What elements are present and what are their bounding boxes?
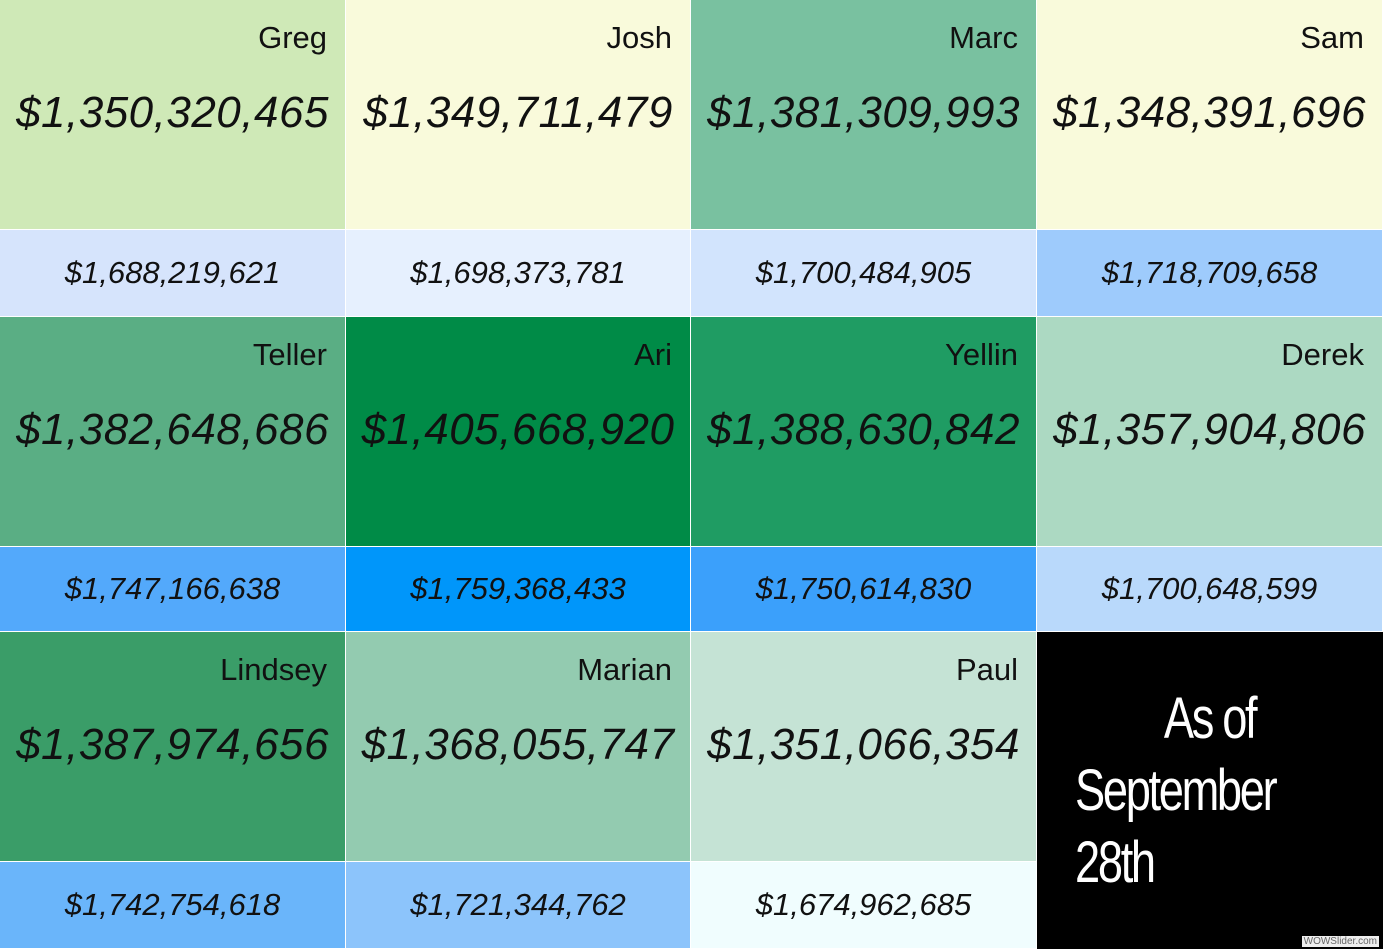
sub-value: $1,747,166,638 xyxy=(64,571,281,606)
tile-value: $1,357,904,806 xyxy=(1053,405,1366,454)
tile: Marc $1,381,309,993 xyxy=(691,0,1037,230)
tile-name: Ari xyxy=(634,337,672,372)
sub-tile: $1,759,368,433 xyxy=(346,547,691,632)
tile-name: Lindsey xyxy=(220,652,327,687)
sub-tile: $1,721,344,762 xyxy=(346,862,691,949)
sub-tile: $1,700,484,905 xyxy=(691,230,1037,317)
tile-value: $1,382,648,686 xyxy=(16,405,329,454)
sub-tile: $1,698,373,781 xyxy=(346,230,691,317)
sub-value: $1,700,648,599 xyxy=(1101,571,1318,606)
tile: Paul $1,351,066,354 xyxy=(691,632,1037,862)
sub-tile: $1,688,219,621 xyxy=(0,230,346,317)
tile-value: $1,388,630,842 xyxy=(707,405,1020,454)
note-line: September 28th xyxy=(1075,757,1278,895)
sub-tile: $1,718,709,658 xyxy=(1037,230,1383,317)
sub-value: $1,674,962,685 xyxy=(755,887,972,922)
watermark: WOWSlider.com xyxy=(1301,936,1379,947)
tile-name: Derek xyxy=(1281,337,1364,372)
sub-value: $1,759,368,433 xyxy=(410,571,626,606)
tile-value: $1,368,055,747 xyxy=(361,720,675,769)
tile-name: Teller xyxy=(252,337,327,372)
tile-name: Paul xyxy=(955,652,1018,687)
tile: Yellin $1,388,630,842 xyxy=(691,317,1037,547)
sub-value: $1,742,754,618 xyxy=(64,887,281,922)
note-line: As of xyxy=(1164,685,1258,751)
tile-value: $1,349,711,479 xyxy=(363,88,673,137)
sub-tile: $1,750,614,830 xyxy=(691,547,1037,632)
tile-value: $1,348,391,696 xyxy=(1053,88,1366,137)
sub-value: $1,718,709,658 xyxy=(1101,255,1318,290)
tile: Josh $1,349,711,479 xyxy=(346,0,691,230)
sub-tile: $1,742,754,618 xyxy=(0,862,346,949)
sub-value: $1,700,484,905 xyxy=(755,255,972,290)
tile-value: $1,351,066,354 xyxy=(707,720,1020,769)
sub-tile: $1,747,166,638 xyxy=(0,547,346,632)
tile: Derek $1,357,904,806 xyxy=(1037,317,1383,547)
tile: Greg $1,350,320,465 xyxy=(0,0,346,230)
tile-name: Marc xyxy=(949,20,1018,55)
tile-name: Sam xyxy=(1300,20,1364,55)
tile-value: $1,350,320,465 xyxy=(16,88,329,137)
tile: Lindsey $1,387,974,656 xyxy=(0,632,346,862)
tile-name: Marian xyxy=(577,652,672,687)
date-note: As of September 28th xyxy=(1037,632,1383,949)
tile: Sam $1,348,391,696 xyxy=(1037,0,1383,230)
sub-value: $1,698,373,781 xyxy=(410,255,626,290)
sub-tile: $1,700,648,599 xyxy=(1037,547,1383,632)
tile: Teller $1,382,648,686 xyxy=(0,317,346,547)
sub-tile: $1,674,962,685 xyxy=(691,862,1037,949)
tile: Marian $1,368,055,747 xyxy=(346,632,691,862)
tile-value: $1,381,309,993 xyxy=(707,88,1020,137)
tile-name: Greg xyxy=(258,20,327,55)
sub-value: $1,750,614,830 xyxy=(755,571,972,606)
tile-value: $1,405,668,920 xyxy=(361,405,675,454)
sub-value: $1,688,219,621 xyxy=(64,255,281,290)
tile-name: Yellin xyxy=(945,337,1018,372)
sub-value: $1,721,344,762 xyxy=(410,887,626,922)
tile-value: $1,387,974,656 xyxy=(16,720,329,769)
tile-name: Josh xyxy=(606,20,672,55)
tile: Ari $1,405,668,920 xyxy=(346,317,691,547)
